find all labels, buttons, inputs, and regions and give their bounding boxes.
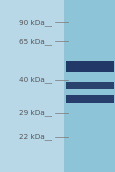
Text: 22 kDa__: 22 kDa__ xyxy=(19,133,52,140)
Text: 40 kDa__: 40 kDa__ xyxy=(19,77,52,83)
Bar xyxy=(66,61,113,72)
Bar xyxy=(0,0,63,172)
Bar xyxy=(66,95,113,103)
Text: 29 kDa__: 29 kDa__ xyxy=(19,109,52,116)
Text: 90 kDa__: 90 kDa__ xyxy=(19,19,52,26)
Bar xyxy=(66,82,113,89)
Text: 65 kDa__: 65 kDa__ xyxy=(19,38,52,45)
